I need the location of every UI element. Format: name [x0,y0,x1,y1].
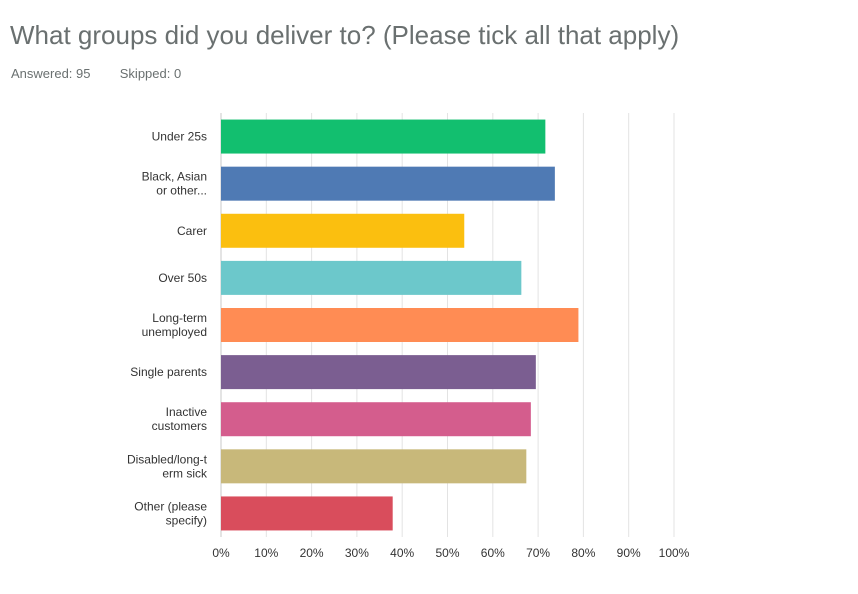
x-tick-label: 20% [300,546,324,560]
bar[interactable] [221,260,522,295]
category-label: Carer [177,224,207,238]
bar[interactable] [221,213,465,248]
bar[interactable] [221,355,536,390]
x-tick-label: 30% [345,546,369,560]
category-label: customers [152,419,207,433]
category-label: Under 25s [152,130,207,144]
x-tick-label: 0% [212,546,230,560]
category-label: Black, Asian [142,170,207,184]
bar[interactable] [221,119,546,154]
category-label: Inactive [166,405,208,419]
x-tick-label: 60% [481,546,505,560]
x-tick-label: 80% [571,546,595,560]
bar[interactable] [221,402,531,437]
x-tick-label: 70% [526,546,550,560]
skipped-label: Skipped: [119,66,171,81]
answered-label: Answered: [11,66,73,81]
answered-count: 95 [76,66,91,81]
x-tick-label: 40% [390,546,414,560]
category-label: specify) [166,513,207,527]
bar[interactable] [221,308,579,342]
category-label: Disabled/long-t [127,452,208,466]
category-label: unemployed [142,325,207,339]
x-tick-label: 90% [617,546,641,560]
category-label: Other (please [134,499,207,513]
category-label: erm sick [162,466,208,480]
category-label: Long-term [152,311,207,325]
question-title: What groups did you deliver to? (Please … [10,20,680,50]
bar[interactable] [221,166,555,201]
response-summary: Answered: 95 Skipped: 0 [11,66,181,81]
x-tick-label: 50% [435,546,459,560]
skipped-count: 0 [173,66,182,81]
bar[interactable] [221,496,393,531]
x-tick-label: 10% [254,546,278,560]
category-label: or other... [156,184,207,198]
category-label: Single parents [130,365,207,379]
x-tick-label: 100% [659,546,690,560]
bar[interactable] [221,449,527,484]
category-label: Over 50s [158,271,207,285]
